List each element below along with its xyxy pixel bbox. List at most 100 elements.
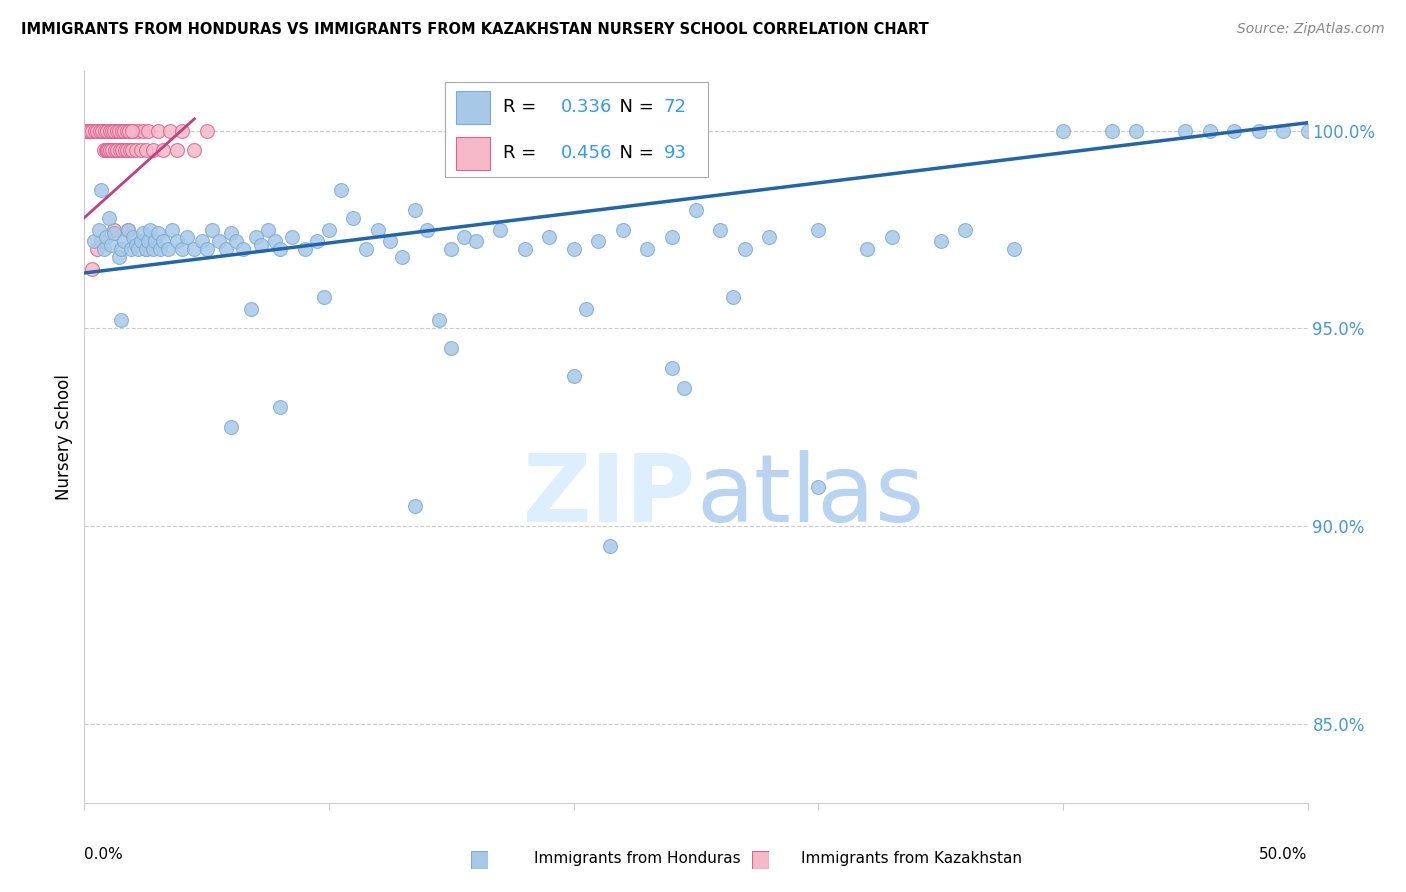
Point	[112, 123, 135, 137]
Point	[87, 123, 110, 137]
Point	[453, 230, 475, 244]
Point	[100, 238, 122, 252]
Point	[110, 123, 132, 137]
Point	[97, 211, 120, 225]
Point	[96, 123, 118, 137]
Text: 50.0%: 50.0%	[1260, 847, 1308, 862]
Point	[807, 479, 830, 493]
Point	[281, 230, 304, 244]
Point	[93, 123, 115, 137]
Point	[125, 238, 148, 252]
Point	[117, 222, 139, 236]
Point	[112, 123, 135, 137]
Point	[661, 360, 683, 375]
Point	[108, 123, 131, 137]
Y-axis label: Nursery School: Nursery School	[55, 374, 73, 500]
Point	[599, 539, 621, 553]
Point	[77, 123, 100, 137]
Point	[80, 123, 103, 137]
Point	[721, 290, 744, 304]
Point	[98, 123, 121, 137]
Point	[149, 242, 172, 256]
Point	[105, 144, 128, 158]
Point	[136, 123, 159, 137]
Point	[107, 123, 129, 137]
Point	[191, 235, 214, 249]
Point	[440, 242, 463, 256]
Point	[239, 301, 262, 316]
Point	[117, 222, 139, 236]
Point	[127, 242, 149, 256]
Point	[172, 123, 194, 137]
Point	[90, 235, 112, 249]
Point	[709, 222, 731, 236]
Point	[538, 230, 561, 244]
Point	[103, 123, 125, 137]
Point	[562, 242, 585, 256]
Point	[269, 242, 291, 256]
Point	[87, 222, 110, 236]
Point	[685, 202, 707, 217]
Point	[162, 222, 184, 236]
Point	[661, 230, 683, 244]
Point	[146, 227, 169, 241]
Point	[96, 123, 118, 137]
Point	[86, 123, 108, 137]
Point	[89, 123, 111, 137]
Point	[115, 123, 138, 137]
Point	[86, 242, 108, 256]
Point	[90, 183, 112, 197]
Point	[111, 144, 134, 158]
Point	[330, 183, 353, 197]
Point	[636, 242, 658, 256]
Point	[404, 500, 426, 514]
Point	[380, 235, 402, 249]
Point	[90, 123, 112, 137]
Point	[118, 144, 141, 158]
Point	[115, 123, 138, 137]
Point	[105, 123, 128, 137]
Point	[264, 235, 287, 249]
Point	[82, 123, 104, 137]
Point	[269, 401, 291, 415]
Point	[166, 144, 188, 158]
Point	[219, 420, 242, 434]
Point	[139, 222, 162, 236]
Point	[89, 123, 111, 137]
Point	[93, 144, 115, 158]
Point	[807, 222, 830, 236]
Point	[232, 242, 254, 256]
Point	[77, 123, 100, 137]
Text: Source: ZipAtlas.com: Source: ZipAtlas.com	[1237, 22, 1385, 37]
Point	[152, 144, 174, 158]
Point	[1125, 123, 1147, 137]
Point	[94, 123, 117, 137]
Point	[440, 341, 463, 355]
Point	[245, 230, 267, 244]
Point	[586, 235, 609, 249]
Point	[215, 242, 238, 256]
Point	[103, 227, 125, 241]
Point	[159, 123, 181, 137]
Point	[75, 123, 97, 137]
Point	[121, 123, 143, 137]
Point	[86, 123, 108, 137]
Point	[84, 123, 107, 137]
Point	[120, 242, 142, 256]
Point	[96, 230, 118, 244]
FancyBboxPatch shape	[752, 851, 769, 869]
Point	[129, 235, 152, 249]
Point	[97, 144, 120, 158]
Text: 0.0%: 0.0%	[84, 847, 124, 862]
Point	[342, 211, 364, 225]
Point	[1223, 123, 1246, 137]
Point	[354, 242, 377, 256]
Point	[96, 144, 118, 158]
Point	[1174, 123, 1197, 137]
Point	[91, 123, 114, 137]
Point	[672, 381, 695, 395]
Point	[121, 144, 143, 158]
Point	[136, 235, 159, 249]
Point	[318, 222, 340, 236]
Point	[176, 230, 198, 244]
